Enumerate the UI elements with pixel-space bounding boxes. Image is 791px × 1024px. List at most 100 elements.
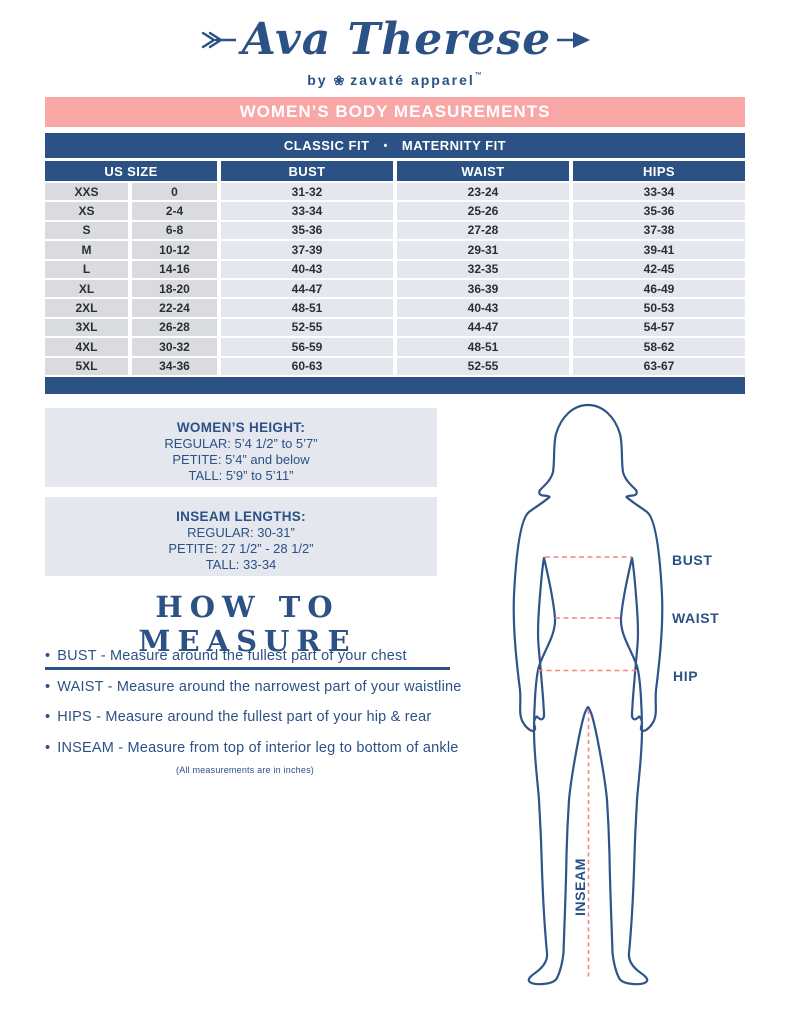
cell-us: 14-16 bbox=[132, 260, 217, 278]
cell-waist: 48-51 bbox=[397, 338, 569, 356]
cell-bust: 40-43 bbox=[221, 260, 393, 278]
cell-waist: 36-39 bbox=[397, 279, 569, 298]
cell-size: XXS bbox=[45, 183, 128, 201]
byline-pre: by bbox=[307, 72, 328, 88]
arrow-head-icon bbox=[557, 28, 591, 52]
inseam-regular: REGULAR: 30-31” bbox=[187, 525, 295, 540]
cell-size: 4XL bbox=[45, 338, 128, 356]
height-tall: TALL: 5’9” to 5’11” bbox=[188, 468, 294, 483]
inseam-box-title: INSEAM LENGTHS: bbox=[176, 509, 306, 524]
cell-us: 26-28 bbox=[132, 318, 217, 337]
cell-waist: 40-43 bbox=[397, 299, 569, 317]
cell-waist: 23-24 bbox=[397, 183, 569, 201]
bullet-dot: • bbox=[45, 648, 51, 664]
woman-silhouette-icon bbox=[512, 403, 664, 986]
cell-size: M bbox=[45, 241, 128, 259]
figure-label-inseam: INSEAM bbox=[572, 857, 588, 917]
height-regular: REGULAR: 5’4 1/2” to 5’7” bbox=[164, 436, 318, 451]
fit-classic-label: CLASSIC FIT bbox=[283, 138, 370, 153]
cell-size: L bbox=[45, 260, 128, 278]
table-row: 2XL 22-24 48-51 40-43 50-53 bbox=[45, 299, 745, 317]
brand-logo: Ava Therese by ❀ zavaté apparel™ bbox=[0, 10, 791, 89]
cell-waist: 25-26 bbox=[397, 202, 569, 220]
cell-size: 2XL bbox=[45, 299, 128, 317]
bullet-dot: • bbox=[45, 739, 51, 756]
table-row: 3XL 26-28 52-55 44-47 54-57 bbox=[45, 318, 745, 337]
cell-hips: 54-57 bbox=[573, 318, 745, 337]
fit-banner: CLASSIC FIT • MATERNITY FIT bbox=[45, 133, 745, 158]
bullet-bust: • BUST - Measure around the fullest part … bbox=[45, 648, 407, 664]
inseam-info-box: INSEAM LENGTHS: REGULAR: 30-31” PETITE: … bbox=[45, 497, 437, 576]
table-row: S 6-8 35-36 27-28 37-38 bbox=[45, 221, 745, 240]
measure-instructions-list: • BUST - Measure around the fullest part … bbox=[45, 648, 475, 770]
cell-us: 30-32 bbox=[132, 338, 217, 356]
bullet-inseam: • INSEAM - Measure from top of interior l… bbox=[45, 739, 459, 756]
cell-waist: 27-28 bbox=[397, 221, 569, 240]
column-header-hips: HIPS bbox=[573, 161, 745, 181]
brand-byline: by ❀ zavaté apparel™ bbox=[0, 72, 791, 89]
how-to-measure-heading: HOW TO MEASURE bbox=[45, 590, 450, 670]
cell-size: S bbox=[45, 221, 128, 240]
cell-bust: 31-32 bbox=[221, 183, 393, 201]
cell-hips: 42-45 bbox=[573, 260, 745, 278]
cell-bust: 37-39 bbox=[221, 241, 393, 259]
bullet-hips: • HIPS - Measure around the fullest part … bbox=[45, 709, 432, 725]
measurements-note: (All measurements are in inches) bbox=[176, 765, 314, 775]
table-row: XS 2-4 33-34 25-26 35-36 bbox=[45, 202, 745, 220]
trademark: ™ bbox=[474, 72, 484, 79]
bullet-waist: • WAIST - Measure around the narrowest pa… bbox=[45, 678, 462, 695]
cell-waist: 32-35 bbox=[397, 260, 569, 278]
cell-waist: 44-47 bbox=[397, 318, 569, 337]
column-header-us-size: US SIZE bbox=[45, 161, 217, 181]
table-row: 4XL 30-32 56-59 48-51 58-62 bbox=[45, 338, 745, 356]
inseam-tall: TALL: 33-34 bbox=[205, 557, 277, 572]
cell-size: XS bbox=[45, 202, 128, 220]
table-header-row: US SIZE BUST WAIST HIPS bbox=[45, 161, 745, 181]
arrow-fletching-icon bbox=[200, 28, 236, 52]
cell-us: 22-24 bbox=[132, 299, 217, 317]
column-header-waist: WAIST bbox=[397, 161, 569, 181]
cell-us: 34-36 bbox=[132, 357, 217, 375]
table-row: XXS 0 31-32 23-24 33-34 bbox=[45, 183, 745, 201]
cell-hips: 37-38 bbox=[573, 221, 745, 240]
size-table-body: XXS 0 31-32 23-24 33-34 XS 2-4 33-34 25-… bbox=[45, 183, 745, 375]
bullet-dot: • bbox=[45, 709, 51, 725]
cell-hips: 33-34 bbox=[573, 183, 745, 201]
figure-label-bust: BUST bbox=[672, 552, 713, 568]
height-petite: PETITE: 5’4” and below bbox=[172, 452, 310, 467]
cell-us: 18-20 bbox=[132, 279, 217, 298]
table-row: L 14-16 40-43 32-35 42-45 bbox=[45, 260, 745, 278]
cell-hips: 58-62 bbox=[573, 338, 745, 356]
table-row: 5XL 34-36 60-63 52-55 63-67 bbox=[45, 357, 745, 375]
height-box-title: WOMEN’S HEIGHT: bbox=[176, 420, 306, 435]
cell-us: 0 bbox=[132, 183, 217, 201]
flower-icon: ❀ bbox=[333, 73, 345, 88]
figure-label-hip: HIP bbox=[673, 668, 699, 684]
fit-separator-dot: • bbox=[383, 139, 388, 152]
fit-maternity-label: MATERNITY FIT bbox=[401, 138, 507, 153]
cell-bust: 44-47 bbox=[221, 279, 393, 298]
cell-hips: 63-67 bbox=[573, 357, 745, 375]
cell-size: 5XL bbox=[45, 357, 128, 375]
cell-hips: 50-53 bbox=[573, 299, 745, 317]
cell-size: XL bbox=[45, 279, 128, 298]
cell-us: 10-12 bbox=[132, 241, 217, 259]
cell-hips: 39-41 bbox=[573, 241, 745, 259]
body-measurement-figure: BUST WAIST HIP INSEAM bbox=[445, 400, 745, 1000]
cell-waist: 29-31 bbox=[397, 241, 569, 259]
height-info-box: WOMEN’S HEIGHT: REGULAR: 5’4 1/2” to 5’7… bbox=[45, 408, 437, 487]
cell-bust: 56-59 bbox=[221, 338, 393, 356]
table-row: M 10-12 37-39 29-31 39-41 bbox=[45, 241, 745, 259]
cell-waist: 52-55 bbox=[397, 357, 569, 375]
table-row: XL 18-20 44-47 36-39 46-49 bbox=[45, 279, 745, 298]
cell-size: 3XL bbox=[45, 318, 128, 337]
inseam-petite: PETITE: 27 1/2” - 28 1/2” bbox=[168, 541, 314, 556]
column-header-bust: BUST bbox=[221, 161, 393, 181]
cell-hips: 35-36 bbox=[573, 202, 745, 220]
cell-bust: 48-51 bbox=[221, 299, 393, 317]
cell-bust: 52-55 bbox=[221, 318, 393, 337]
brand-name: Ava Therese bbox=[241, 14, 552, 65]
cell-bust: 35-36 bbox=[221, 221, 393, 240]
figure-label-waist: WAIST bbox=[672, 610, 720, 626]
